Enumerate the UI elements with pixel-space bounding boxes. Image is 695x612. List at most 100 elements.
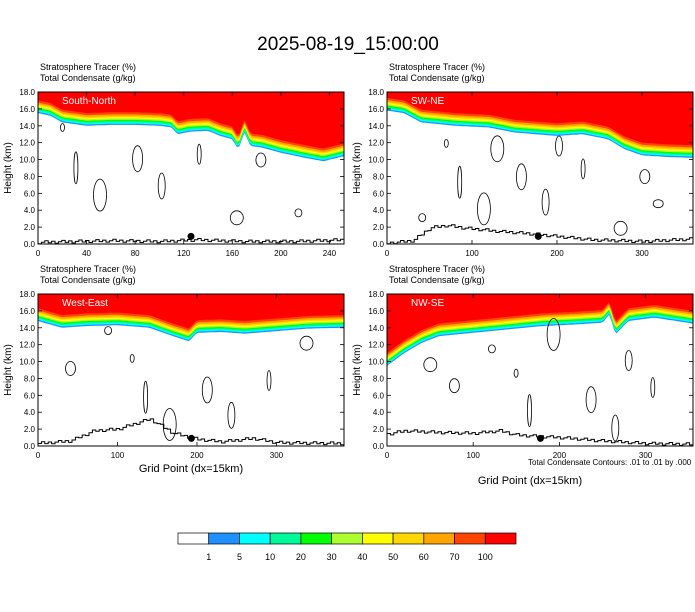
panel-header-line: Stratosphere Tracer (%) xyxy=(40,264,136,274)
colorbar-label: 1 xyxy=(206,552,211,562)
colorbar-label: 20 xyxy=(296,552,306,562)
location-marker xyxy=(534,232,542,240)
panel-sw-ne: Stratosphere Tracer (%)Total Condensate … xyxy=(352,62,694,258)
y-axis-label: Height (km) xyxy=(352,142,363,194)
x-tick-label: 200 xyxy=(274,249,288,258)
x-tick-label: 0 xyxy=(36,249,41,258)
y-tick-label: 4.0 xyxy=(24,206,36,215)
y-tick-label: 18.0 xyxy=(19,290,35,299)
location-marker xyxy=(187,232,195,240)
condensate-contour xyxy=(448,378,460,394)
condensate-contour xyxy=(104,326,112,336)
y-tick-label: 18.0 xyxy=(368,290,384,299)
y-tick-label: 0.0 xyxy=(24,240,36,249)
condensate-contour xyxy=(457,165,463,199)
condensate-contour xyxy=(418,213,427,223)
y-tick-label: 16.0 xyxy=(368,105,384,114)
y-tick-label: 4.0 xyxy=(373,408,385,417)
condensate-contour xyxy=(487,344,496,354)
condensate-contour xyxy=(516,163,527,191)
condensate-contour xyxy=(443,138,449,148)
y-tick-label: 16.0 xyxy=(19,307,35,316)
x-tick-label: 200 xyxy=(553,451,567,460)
colorbar-swatch xyxy=(392,532,425,545)
x-axis-label: Grid Point (dx=15km) xyxy=(478,475,582,487)
y-tick-label: 4.0 xyxy=(373,206,385,215)
colorbar: 1 5 10 20 30 40 50 60 70 100 xyxy=(177,532,517,562)
y-tick-label: 14.0 xyxy=(19,122,35,131)
condensate-contour xyxy=(650,377,656,398)
colorbar-swatch xyxy=(239,532,271,545)
condensate-contour xyxy=(93,178,107,212)
x-tick-label: 0 xyxy=(385,451,390,460)
panel-header-line: Stratosphere Tracer (%) xyxy=(389,62,485,72)
y-tick-label: 8.0 xyxy=(24,374,36,383)
colorbar-label: 40 xyxy=(357,552,367,562)
condensate-contour xyxy=(611,414,620,442)
y-tick-label: 8.0 xyxy=(373,172,385,181)
colorbar-label: 10 xyxy=(265,552,275,562)
condensate-contour xyxy=(624,350,633,371)
y-tick-label: 0.0 xyxy=(24,442,36,451)
condensate-contour xyxy=(201,376,213,404)
condensate-contour xyxy=(513,368,519,378)
condensate-contour xyxy=(423,357,438,373)
x-tick-label: 240 xyxy=(323,249,337,258)
plot-frame xyxy=(386,293,694,447)
condensate-contour xyxy=(585,386,597,414)
panel-header-line: Total Condensate (g/kg) xyxy=(40,275,136,285)
y-tick-label: 10.0 xyxy=(368,156,384,165)
y-axis-label: Height (km) xyxy=(3,344,14,396)
y-tick-label: 14.0 xyxy=(19,324,35,333)
condensate-contour xyxy=(555,135,563,157)
condensate-contour xyxy=(60,123,65,132)
panel-west-east: Stratosphere Tracer (%)Total Condensate … xyxy=(3,264,345,475)
tracer-band xyxy=(387,294,693,354)
colorbar-label: 50 xyxy=(388,552,398,562)
panel-nw-se: Stratosphere Tracer (%)Total Condensate … xyxy=(352,264,694,487)
x-tick-label: 120 xyxy=(177,249,191,258)
y-tick-label: 8.0 xyxy=(373,374,385,383)
condensate-contour xyxy=(541,188,550,216)
condensate-contour xyxy=(580,158,586,180)
colorbar-label: 60 xyxy=(419,552,429,562)
condensate-contour xyxy=(157,172,166,200)
colorbar-label: 5 xyxy=(237,552,242,562)
panel-header-line: Stratosphere Tracer (%) xyxy=(389,264,485,274)
panel-label: NW-SE xyxy=(411,298,444,309)
location-marker xyxy=(536,434,544,442)
colorbar-swatch xyxy=(454,532,486,545)
condensate-contour xyxy=(652,199,664,209)
y-tick-label: 18.0 xyxy=(368,88,384,97)
colorbar-swatch xyxy=(484,532,517,545)
y-tick-label: 2.0 xyxy=(373,223,385,232)
x-tick-label: 100 xyxy=(111,451,125,460)
x-tick-label: 200 xyxy=(190,451,204,460)
plot-frame xyxy=(386,91,694,245)
condensate-contour xyxy=(65,361,76,376)
tracer-band xyxy=(387,92,693,146)
y-tick-label: 6.0 xyxy=(373,189,385,198)
y-tick-label: 2.0 xyxy=(373,425,385,434)
panel-south-north: Stratosphere Tracer (%)Total Condensate … xyxy=(3,62,345,258)
colorbar-label: 70 xyxy=(450,552,460,562)
condensate-contour xyxy=(132,145,144,173)
condensate-contour xyxy=(73,151,79,185)
y-axis-label: Height (km) xyxy=(3,142,14,194)
panel-header-line: Total Condensate (g/kg) xyxy=(40,73,136,83)
condensate-contour xyxy=(613,220,628,236)
x-tick-label: 40 xyxy=(82,249,91,258)
terrain-line xyxy=(38,238,344,244)
tracer-band xyxy=(38,294,344,329)
colorbar-swatch xyxy=(177,532,210,545)
y-tick-label: 14.0 xyxy=(368,324,384,333)
colorbar-label: 100 xyxy=(478,552,493,562)
colorbar-swatch xyxy=(362,532,394,545)
plot-frame xyxy=(37,91,345,245)
y-tick-label: 2.0 xyxy=(24,223,36,232)
figure-title: 2025-08-19_15:00:00 xyxy=(257,34,439,55)
x-axis-label: Grid Point (dx=15km) xyxy=(139,463,243,475)
condensate-contour xyxy=(476,192,491,226)
x-tick-label: 300 xyxy=(635,249,649,258)
panel-label: West-East xyxy=(62,298,108,309)
